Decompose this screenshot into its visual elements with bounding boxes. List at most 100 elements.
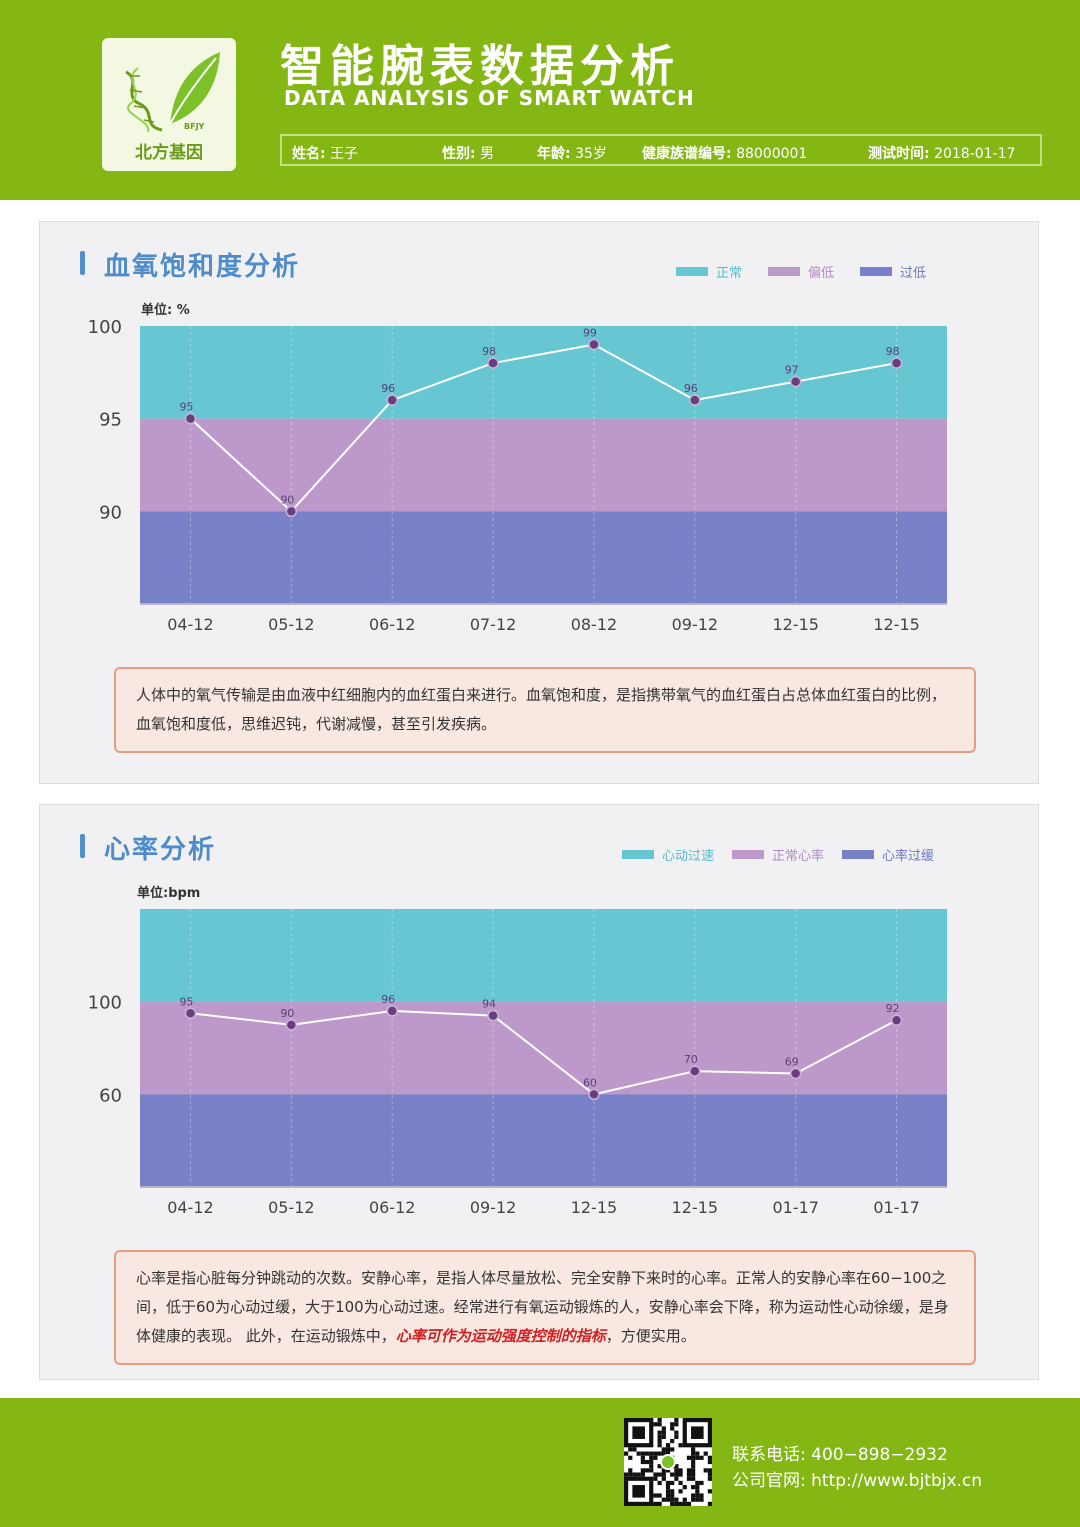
logo-abbrev: BFJY [184,122,205,131]
page-title: 智能腕表数据分析 [280,41,680,92]
x-tick-label: 07-12 [470,615,517,634]
x-tick-label: 06-12 [369,615,416,634]
info-age: 年龄: 35岁 [537,146,607,162]
data-point [386,1005,398,1017]
data-label: 96 [381,382,395,395]
legend-swatch-too-low [860,267,893,276]
data-point [789,1067,802,1080]
y-tick-label: 95 [99,410,122,431]
oxygen-panel: 血氧饱和度分析 正常 偏低 过低 单位: % 90 95 100 04-12 05-12… [39,221,1039,784]
legend-swatch-tachycardia [622,850,654,859]
x-tick-label: 12-15 [672,1198,719,1217]
page-footer: 联系电话: 400−898−2932 公司官网: http://www.bjtb… [0,1398,1080,1527]
data-label: 95 [179,995,193,1008]
patient-info-bar: 姓名: 王子 性别: 男 年龄: 35岁 健康族谱编号: 88000001 测试… [280,134,1042,166]
x-tick-label: 01-17 [772,1198,819,1217]
oxygen-unit-label: 单位: % [141,303,190,318]
data-label: 90 [280,1007,294,1020]
x-tick-label: 09-12 [470,1198,517,1217]
data-point [890,1014,903,1026]
highlighted-phrase: 心率可作为运动强度控制的指标 [395,1327,606,1345]
data-label: 60 [583,1076,597,1089]
data-label: 95 [179,401,193,414]
legend-label-low: 偏低 [808,266,835,281]
x-tick-label: 05-12 [268,615,315,634]
band-1 [140,418,947,512]
oxygen-section-title: 血氧饱和度分析 [104,252,301,282]
info-id: 健康族谱编号: 88000001 [642,146,808,162]
data-label: 69 [785,1055,799,1068]
data-point [890,357,903,369]
data-point [689,394,701,406]
x-tick-label: 12-15 [772,615,819,634]
legend-swatch-normal-rate [732,850,765,859]
data-point [588,338,600,351]
data-point [386,394,398,406]
data-point [285,505,298,518]
data-label: 70 [684,1053,698,1066]
x-tick-label: 12-15 [571,1198,618,1217]
heart-chart: 60 100 04-12 05-12 06-12 09-12 12-15 12-15 01-17… [88,909,947,1217]
series-line [190,1009,898,1096]
data-point [789,375,802,388]
data-label: 96 [684,382,698,395]
legend-label-normal-rate: 正常心率 [772,849,825,864]
data-label: 98 [482,345,496,358]
section-marker [80,251,85,275]
heart-legend: 心动过速 正常心率 心率过缓 [622,845,934,864]
data-label: 97 [785,364,799,377]
data-point [588,1088,600,1101]
band-2 [140,1094,947,1187]
legend-swatch-normal [676,267,708,276]
x-tick-label: 06-12 [369,1198,416,1217]
data-label: 90 [280,493,294,506]
data-label: 98 [886,345,900,358]
heart-description: 心率是指心脏每分钟跳动的次数。安静心率，是指人体尽量放松、完全安静下来时的心率。… [114,1250,976,1365]
data-point [487,1009,499,1022]
contact-phone: 联系电话: 400−898−2932 [732,1445,948,1465]
x-tick-label: 08-12 [571,615,618,634]
data-point [184,1007,197,1019]
x-tick-label: 01-17 [873,1198,920,1217]
legend-label-too-low: 过低 [900,266,927,281]
info-gender: 性别: 男 [442,146,495,162]
company-logo: BFJY 北方基因 [102,38,236,171]
legend-swatch-low [768,267,801,276]
info-name: 姓名: 王子 [292,146,359,162]
x-tick-label: 04-12 [167,1198,214,1217]
heart-section-title: 心率分析 [104,835,217,865]
x-tick-label: 04-12 [167,615,214,634]
x-tick-label: 05-12 [268,1198,315,1217]
legend-label-normal: 正常 [716,266,743,281]
oxygen-legend: 正常 偏低 过低 [676,262,926,281]
data-point [184,412,197,425]
series-line [189,343,897,513]
info-test-date: 测试时间: 2018-01-17 [868,146,1016,162]
page-subtitle: DATA ANALYSIS OF SMART WATCH [284,86,695,110]
y-tick-label: 60 [99,1085,122,1106]
y-tick-label: 100 [88,993,122,1014]
y-tick-label: 100 [88,318,122,338]
data-label: 99 [583,327,597,340]
legend-label-tachycardia: 心动过速 [662,849,715,864]
band-1 [140,1001,947,1095]
leaf-dna-icon [125,52,220,133]
band-0 [140,909,947,1002]
data-point [285,1019,298,1031]
band-2 [140,511,947,604]
logo-text: 北方基因 [135,143,203,163]
heart-unit-label: 单位:bpm [137,886,201,901]
section-marker [80,834,85,858]
oxygen-description: 人体中的氧气传输是由血液中红细胞内的血红蛋白来进行。血氧饱和度，是指携带氧气的血… [114,667,976,753]
x-tick-label: 12-15 [873,615,920,634]
data-point [689,1065,701,1077]
band-0 [140,326,947,419]
legend-label-bradycardia: 心率过缓 [882,849,935,864]
data-point [487,357,499,369]
y-tick-label: 90 [99,502,122,523]
x-tick-label: 09-12 [672,615,719,634]
legend-swatch-bradycardia [842,850,875,859]
data-label: 94 [482,998,496,1011]
heart-panel: 心率分析 心动过速 正常心率 心率过缓 单位:bpm 60 100 04-12 05-… [39,804,1039,1380]
contact-website: 公司官网: http://www.bjtbjx.cn [732,1471,983,1491]
